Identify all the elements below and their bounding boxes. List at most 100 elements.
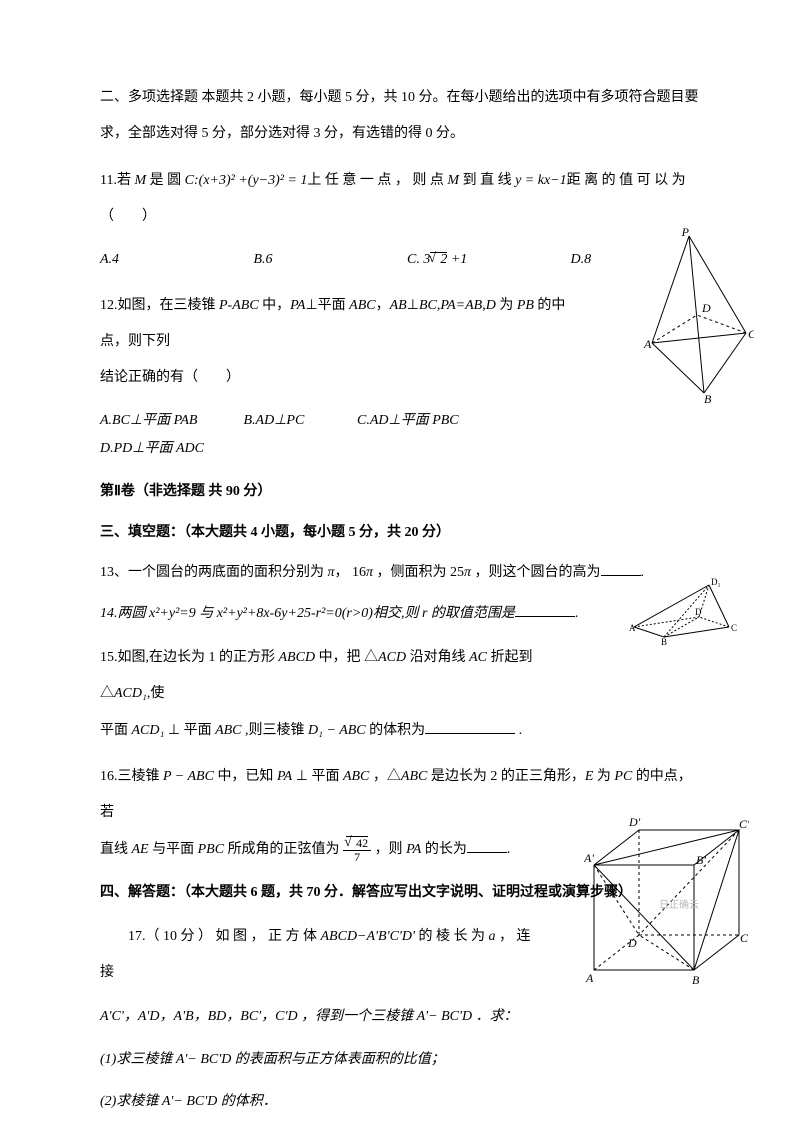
lbl-Cp: C' xyxy=(739,817,749,831)
q11-mid1: 是 圆 xyxy=(146,173,185,188)
page: 二、多项选择题 本题共 2 小题，每小题 5 分，共 10 分。在每小题给出的选… xyxy=(0,0,794,1123)
q15-abc: ABC xyxy=(215,723,241,738)
q16-l1a: 16.三棱锥 xyxy=(100,769,163,784)
q17-l1b: 的 棱 长 为 xyxy=(415,929,489,944)
section3-heading: 三、填空题：（本大题共 4 小题，每小题 5 分，共 20 分） xyxy=(100,518,704,549)
q12-perp2: ⊥ xyxy=(407,298,419,313)
q15-l1b: 中，把 △ xyxy=(315,650,378,665)
q15-acd: ACD xyxy=(378,650,406,665)
lbl-A: A xyxy=(585,971,594,985)
blank-underline xyxy=(425,719,515,734)
blank-underline xyxy=(467,838,507,853)
q11-line: y = kx−1 xyxy=(515,173,567,188)
lbl-C: C xyxy=(740,931,749,945)
q12-pre: 12.如图，在三棱锥 xyxy=(100,298,219,313)
q11-pre: 11.若 xyxy=(100,173,134,188)
q13-pi2: π xyxy=(366,565,373,580)
q13-t2: ， 16 xyxy=(335,565,367,580)
q16-pa2: PA xyxy=(406,842,421,857)
q12-perp1: ⊥平面 xyxy=(305,298,349,313)
tetrahedron-figure: P A C B D xyxy=(634,228,754,403)
q16-l2d: ，则 xyxy=(375,842,407,857)
q12-optD: D.PD⊥平面 ADC xyxy=(100,435,204,463)
q16-pc: PC xyxy=(614,769,632,784)
q16-l1b: 中，已知 xyxy=(214,769,277,784)
q12-options: A.BC⊥平面 PAB B.AD⊥PC C.AD⊥平面 PBC D.PD⊥平面 … xyxy=(100,407,704,463)
lbl-B: B xyxy=(704,392,712,403)
q15-l1a: 15.如图,在边长为 1 的正方形 xyxy=(100,650,279,665)
q15-abcd: ABCD xyxy=(279,650,316,665)
q12-D: D xyxy=(486,298,496,313)
q12-m5: 为 xyxy=(496,298,517,313)
q12-line2: 结论正确的有（ ） xyxy=(100,370,240,385)
q11-mid4: 距 离 的 值 可 以 为 xyxy=(567,173,686,188)
q16-l2a: 直线 xyxy=(100,842,132,857)
q16-pabc: P − ABC xyxy=(163,769,214,784)
q12-pabc: P-ABC xyxy=(219,298,259,313)
q12-m1: 中， xyxy=(259,298,291,313)
lbl-B: B xyxy=(692,973,700,987)
q11-mid2: 上 任 意 一 点 ， 则 点 xyxy=(307,173,447,188)
q13-t3: ，侧面积为 25 xyxy=(373,565,464,580)
blank-underline xyxy=(515,602,575,617)
q16-ae: AE xyxy=(132,842,149,857)
q12-bc: BC xyxy=(419,298,437,313)
q13: 13、一个圆台的两底面的面积分别为 π， 16π ，侧面积为 25π ，则这个圆… xyxy=(100,558,704,589)
q13-t1: 13、一个圆台的两底面的面积分别为 xyxy=(100,565,328,580)
q17-part2: (2)求棱锥 A'− BC'D 的体积． xyxy=(100,1087,704,1118)
q16-abc: ABC xyxy=(343,769,369,784)
q11-paren: （ ） xyxy=(100,209,156,224)
q11-C: C xyxy=(185,173,194,188)
q12-m2: ， xyxy=(376,298,390,313)
q15-acd1b: ACD₁ xyxy=(132,723,165,738)
lbl-D: D xyxy=(627,936,637,950)
lbl-Dp: D' xyxy=(628,815,641,829)
q13-t4: ，则这个圆台的高为 xyxy=(471,565,601,580)
q12-pb: PB xyxy=(517,298,534,313)
fraction: 42 7 xyxy=(343,836,371,863)
q11-optB: B.6 xyxy=(254,246,404,274)
q16-l1e: 是边长为 2 的正三角形， xyxy=(427,769,585,784)
q11-optC-post: +1 xyxy=(447,252,467,267)
q16-pa: PA xyxy=(277,769,292,784)
fraction-den: 7 xyxy=(343,851,371,864)
q12-optA: A.BC⊥平面 PAB xyxy=(100,407,240,435)
q11-optC-pre: C. 3 xyxy=(407,252,430,267)
q15-acd1: ACD₁ xyxy=(114,686,147,701)
lbl-Ap: A' xyxy=(584,851,594,865)
q14-text: 14.两圆 x²+y²=9 与 x²+y²+8x-6y+25-r²=0(r>0)… xyxy=(100,606,515,621)
q11-mid3: 到 直 线 xyxy=(459,173,515,188)
q11-optC: C. 32 +1 xyxy=(407,246,567,274)
q12-pa: PA xyxy=(290,298,305,313)
cube-figure: A B C D A' B' C' D' 日正确云 xyxy=(584,810,749,1000)
q15: 15.如图,在边长为 1 的正方形 ABCD 中，把 △ACD 沿对角线 AC … xyxy=(100,640,704,749)
q15-l1e: ,使 xyxy=(147,686,165,701)
q14: 14.两圆 x²+y²=9 与 x²+y²+8x-6y+25-r²=0(r>0)… xyxy=(100,599,704,630)
section2-heading: 二、多项选择题 本题共 2 小题，每小题 5 分，共 10 分。在每小题给出的选… xyxy=(100,80,704,153)
q12-abc: ABC xyxy=(349,298,375,313)
fold-figure: A B C D D₁ xyxy=(629,575,744,645)
lbl-D: D xyxy=(701,301,711,315)
q12-optC: C.AD⊥平面 PBC xyxy=(357,407,497,435)
lbl-P: P xyxy=(681,228,690,239)
q16-pbc: PBC xyxy=(198,842,224,857)
q12-ab: AB xyxy=(390,298,407,313)
q16-l1f: 为 xyxy=(593,769,614,784)
q16-root: 42 xyxy=(356,836,368,850)
sqrt-icon: 2 xyxy=(430,252,447,267)
q16-l2c: 所成角的正弦值为 xyxy=(224,842,343,857)
lbl-B: B xyxy=(661,637,667,645)
lbl-D: D xyxy=(695,607,702,617)
lbl-A: A xyxy=(629,623,636,633)
q17-a: a xyxy=(489,929,496,944)
q15-period: . xyxy=(515,723,522,738)
q15-ac: AC xyxy=(469,650,487,665)
sqrt-icon: 42 xyxy=(346,836,368,849)
q11-options: A.4 B.6 C. 32 +1 D.8 xyxy=(100,246,704,274)
q16-l2b: 与平面 xyxy=(149,842,198,857)
q12-optB: B.AD⊥PC xyxy=(244,407,354,435)
q15-l2c: ,则三棱锥 xyxy=(242,723,309,738)
q13-pi1: π xyxy=(328,565,335,580)
q17-line2: A'C'，A'D，A'B，BD，BC'，C'D ，得到一个三棱锥 A'− BC'… xyxy=(100,1002,704,1033)
lbl-D1: D₁ xyxy=(711,577,721,587)
